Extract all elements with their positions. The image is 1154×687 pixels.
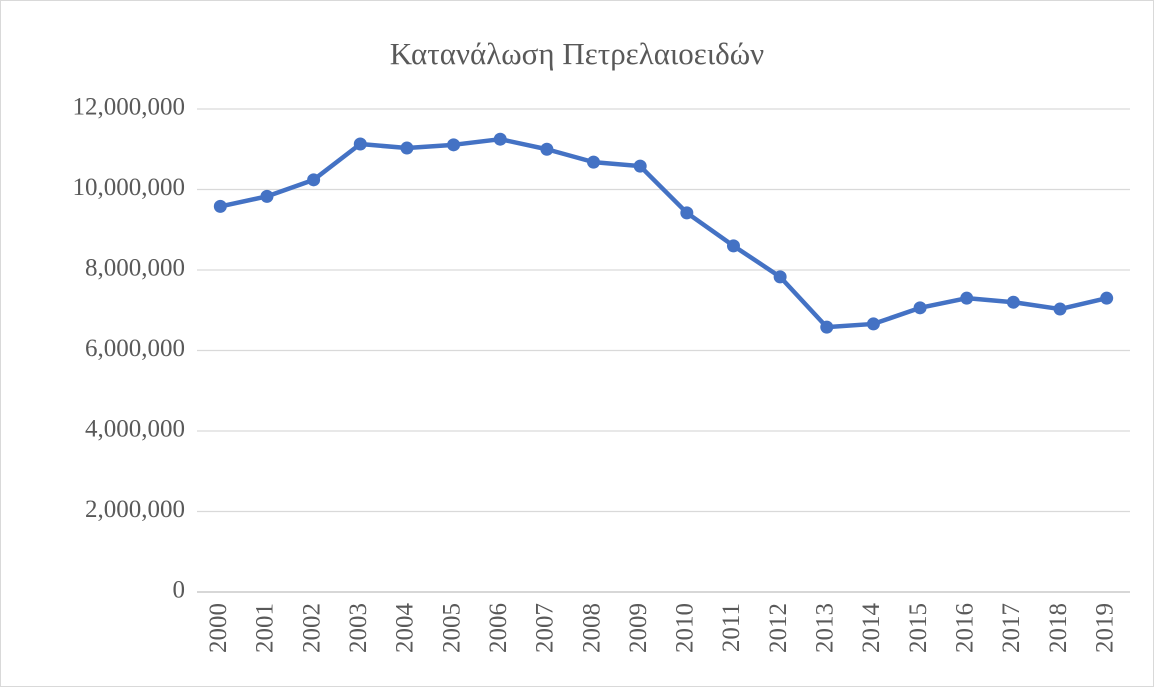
x-tick-label: 2014 (858, 603, 885, 654)
marker (447, 138, 461, 152)
y-tick-label: 2,000,000 (85, 496, 185, 523)
marker (820, 320, 834, 334)
marker (1006, 295, 1020, 309)
y-tick-label: 10,000,000 (73, 174, 186, 201)
x-tick-label: 2011 (718, 603, 745, 652)
marker (913, 301, 927, 315)
marker (353, 137, 367, 151)
y-tick-label: 8,000,000 (85, 255, 185, 282)
x-tick-label: 2016 (951, 603, 978, 653)
marker (260, 189, 274, 203)
marker (493, 132, 507, 146)
x-tick-label: 2006 (485, 603, 512, 653)
x-tick-label: 2017 (998, 603, 1025, 653)
marker (400, 141, 414, 155)
marker (307, 173, 321, 187)
x-tick-label: 2010 (672, 603, 699, 653)
y-tick-label: 4,000,000 (85, 416, 185, 443)
line (219, 136, 1108, 330)
marker (866, 317, 880, 331)
x-tick-label: 2015 (905, 603, 932, 653)
x-tick-label: 2013 (812, 603, 839, 653)
x-tick-label: 2003 (345, 603, 372, 653)
marker (960, 291, 974, 305)
marker (726, 239, 740, 253)
chart-title: Κατανάλωση Πετρελαιοειδών (390, 36, 764, 71)
x-tick-label: 2005 (438, 603, 465, 653)
x-tick-label: 2009 (625, 603, 652, 653)
y-tick-label: 6,000,000 (85, 335, 185, 362)
x-tick-label: 2002 (298, 603, 325, 653)
x-tick-label: 2018 (1045, 603, 1072, 653)
x-tick-label: 2000 (205, 603, 232, 653)
x-tick-label: 2007 (532, 603, 559, 653)
marker (213, 199, 227, 213)
marker (680, 206, 694, 220)
x-tick-label: 2008 (578, 603, 605, 653)
x-tick-label: 2004 (392, 603, 419, 654)
marker (1053, 302, 1067, 316)
marker (540, 142, 554, 156)
x-tick-label: 2001 (252, 603, 279, 653)
x-tick-label: 2012 (765, 603, 792, 653)
y-tick-label: 0 (173, 577, 186, 604)
y-tick-label: 12,000,000 (73, 94, 186, 121)
marker (587, 155, 601, 169)
marker (773, 270, 787, 284)
marker (633, 159, 647, 173)
x-tick-label: 2019 (1091, 603, 1118, 653)
marker (1100, 291, 1114, 305)
